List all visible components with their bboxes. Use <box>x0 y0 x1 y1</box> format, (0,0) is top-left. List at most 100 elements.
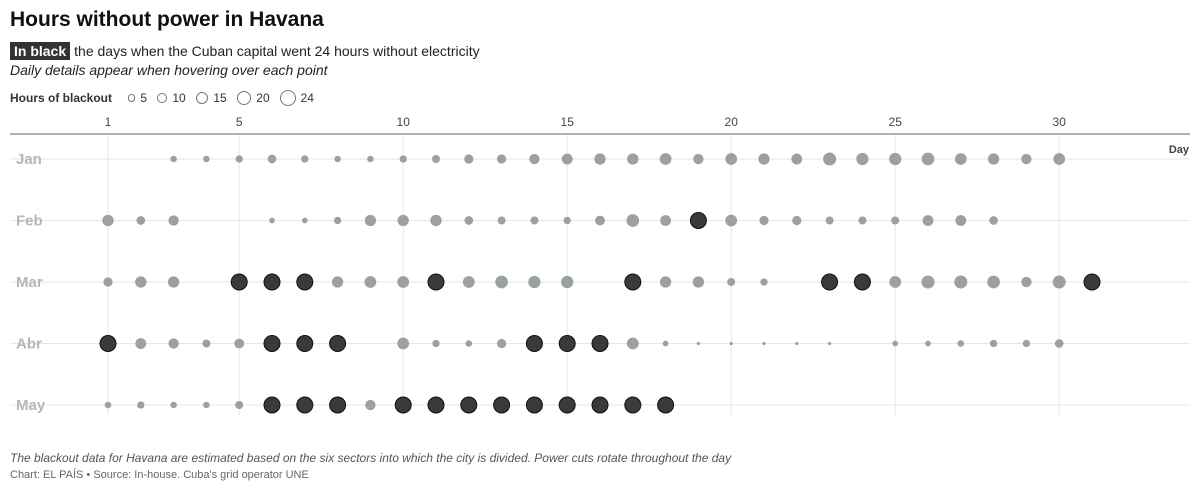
blackout-dot[interactable] <box>791 153 803 165</box>
blackout-dot[interactable] <box>430 214 442 227</box>
blackout-dot[interactable] <box>821 273 839 291</box>
blackout-dot[interactable] <box>692 276 705 288</box>
blackout-dot[interactable] <box>825 216 834 225</box>
blackout-dot[interactable] <box>954 275 968 289</box>
blackout-dot[interactable] <box>331 276 344 288</box>
blackout-dot[interactable] <box>102 214 114 227</box>
blackout-dot[interactable] <box>759 215 769 226</box>
blackout-dot[interactable] <box>235 155 243 163</box>
blackout-dot[interactable] <box>464 216 474 225</box>
blackout-dot[interactable] <box>954 153 967 165</box>
blackout-dot[interactable] <box>427 396 445 414</box>
blackout-dot[interactable] <box>203 155 210 163</box>
blackout-dot[interactable] <box>296 335 314 352</box>
blackout-dot[interactable] <box>1054 339 1064 348</box>
blackout-dot[interactable] <box>333 216 342 225</box>
blackout-dot[interactable] <box>394 396 412 414</box>
blackout-dot[interactable] <box>103 277 113 287</box>
blackout-dot[interactable] <box>558 396 576 414</box>
blackout-dot[interactable] <box>689 212 707 229</box>
blackout-dot[interactable] <box>525 335 543 352</box>
blackout-dot[interactable] <box>626 214 640 227</box>
blackout-dot[interactable] <box>925 340 931 347</box>
blackout-dot[interactable] <box>263 396 281 414</box>
blackout-dot[interactable] <box>1052 275 1066 289</box>
blackout-dot[interactable] <box>329 396 347 414</box>
blackout-dot[interactable] <box>365 399 376 411</box>
blackout-dot[interactable] <box>460 396 478 414</box>
blackout-dot[interactable] <box>364 276 377 288</box>
blackout-dot[interactable] <box>760 278 768 286</box>
blackout-dot[interactable] <box>659 276 672 288</box>
blackout-dot[interactable] <box>659 153 672 165</box>
blackout-dot[interactable] <box>624 273 642 291</box>
blackout-dot[interactable] <box>889 276 902 288</box>
blackout-dot[interactable] <box>892 340 899 347</box>
blackout-dot[interactable] <box>170 401 177 409</box>
blackout-dot[interactable] <box>1083 273 1101 291</box>
blackout-dot[interactable] <box>558 335 576 352</box>
blackout-dot[interactable] <box>827 341 832 346</box>
blackout-dot[interactable] <box>1021 276 1032 288</box>
blackout-dot[interactable] <box>792 215 802 226</box>
blackout-dot[interactable] <box>1053 153 1066 165</box>
blackout-dot[interactable] <box>167 276 180 288</box>
blackout-dot[interactable] <box>465 340 473 347</box>
blackout-dot[interactable] <box>1021 153 1032 165</box>
blackout-dot[interactable] <box>989 216 998 225</box>
blackout-dot[interactable] <box>269 217 275 224</box>
blackout-dot[interactable] <box>427 273 445 291</box>
blackout-dot[interactable] <box>495 275 508 289</box>
blackout-dot[interactable] <box>497 216 506 225</box>
blackout-dot[interactable] <box>432 155 440 163</box>
blackout-dot[interactable] <box>528 275 541 289</box>
blackout-dot[interactable] <box>135 338 147 349</box>
blackout-dot[interactable] <box>657 396 675 414</box>
blackout-dot[interactable] <box>530 216 539 225</box>
blackout-dot[interactable] <box>135 276 147 288</box>
blackout-dot[interactable] <box>595 215 605 226</box>
blackout-dot[interactable] <box>561 153 573 165</box>
blackout-dot[interactable] <box>858 216 867 225</box>
blackout-dot[interactable] <box>696 341 701 346</box>
blackout-dot[interactable] <box>462 276 475 288</box>
blackout-dot[interactable] <box>563 216 571 225</box>
blackout-dot[interactable] <box>99 335 117 352</box>
blackout-dot[interactable] <box>399 155 407 163</box>
blackout-dot[interactable] <box>989 339 998 348</box>
blackout-dot[interactable] <box>758 153 770 165</box>
blackout-dot[interactable] <box>296 396 314 414</box>
blackout-dot[interactable] <box>1022 339 1031 348</box>
blackout-dot[interactable] <box>823 152 837 166</box>
blackout-dot[interactable] <box>263 273 281 291</box>
blackout-dot[interactable] <box>627 153 639 165</box>
blackout-dot[interactable] <box>397 214 409 227</box>
blackout-dot[interactable] <box>397 337 410 350</box>
blackout-dot[interactable] <box>624 396 642 414</box>
blackout-dot[interactable] <box>727 278 736 286</box>
blackout-dot[interactable] <box>889 152 902 166</box>
blackout-dot[interactable] <box>234 338 245 349</box>
blackout-dot[interactable] <box>729 341 733 346</box>
blackout-dot[interactable] <box>725 153 738 165</box>
blackout-dot[interactable] <box>957 340 965 347</box>
blackout-dot[interactable] <box>525 396 543 414</box>
blackout-dot[interactable] <box>626 337 639 350</box>
blackout-dot[interactable] <box>922 215 934 226</box>
blackout-dot[interactable] <box>203 401 210 409</box>
blackout-dot[interactable] <box>856 152 869 166</box>
blackout-dot[interactable] <box>397 276 410 288</box>
blackout-dot[interactable] <box>296 273 314 291</box>
blackout-dot[interactable] <box>301 217 308 224</box>
blackout-dot[interactable] <box>561 275 574 289</box>
blackout-dot[interactable] <box>168 338 179 349</box>
blackout-dot[interactable] <box>493 396 511 414</box>
blackout-dot[interactable] <box>104 401 112 409</box>
blackout-dot[interactable] <box>496 154 507 164</box>
blackout-dot[interactable] <box>725 214 738 227</box>
blackout-dot[interactable] <box>987 275 1000 289</box>
blackout-dot[interactable] <box>364 214 377 227</box>
blackout-dot[interactable] <box>432 339 440 348</box>
blackout-dot[interactable] <box>235 401 244 409</box>
blackout-dot[interactable] <box>693 153 704 165</box>
